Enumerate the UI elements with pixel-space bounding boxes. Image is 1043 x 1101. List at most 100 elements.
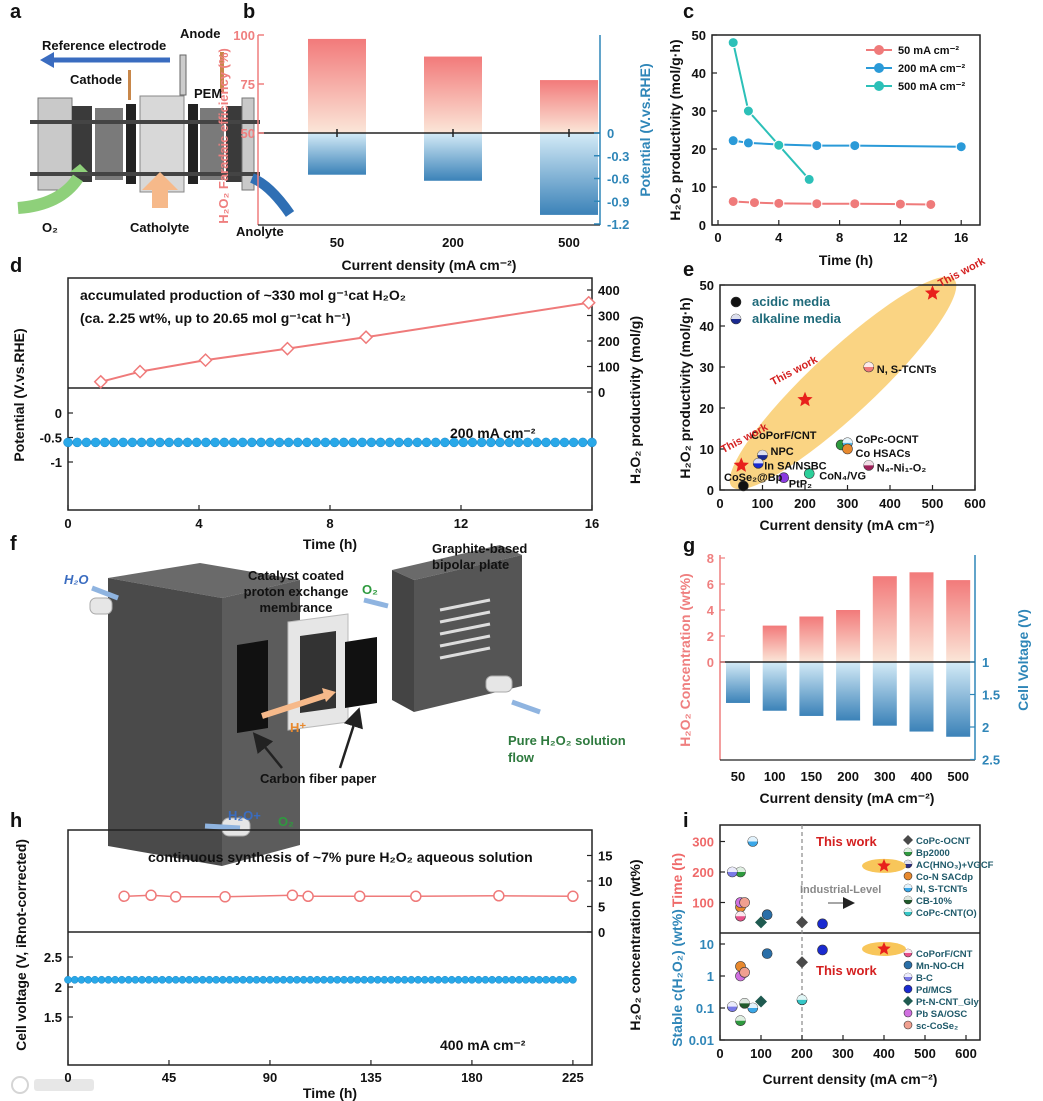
voltage-point — [144, 975, 153, 984]
x-tick-label: 135 — [360, 1070, 382, 1085]
y-tick-label-right: 5 — [598, 900, 605, 915]
x-tick-label: 16 — [585, 516, 599, 531]
label-plate-line2: bipolar plate — [432, 557, 509, 572]
legend-label: 50 mA cm⁻² — [898, 45, 959, 57]
voltage-bar — [762, 662, 787, 711]
x-tick-label: 500 — [947, 769, 969, 784]
concentration-marker — [118, 890, 130, 903]
productivity-marker — [581, 295, 596, 310]
time-point — [735, 866, 746, 878]
time-point — [755, 916, 767, 929]
x-tick-label: 4 — [195, 516, 203, 531]
voltage-bar — [946, 662, 971, 737]
y-tick-label-right: 0 — [607, 126, 614, 141]
potential-point — [100, 437, 110, 448]
x-tick-label: 90 — [263, 1070, 277, 1085]
legend-marker — [730, 313, 742, 325]
anolyte-arrow-icon — [249, 173, 295, 217]
potential-point — [210, 437, 220, 448]
potential-point — [357, 437, 367, 448]
x-tick-label: 0 — [716, 496, 723, 511]
y-tick-label-right: 0 — [598, 385, 605, 400]
y-tick-label-left: 100 — [233, 28, 255, 43]
panel-letter-h: h — [10, 810, 22, 832]
label-catholyte: Catholyte — [130, 220, 189, 235]
potential-point — [403, 437, 413, 448]
point-label: CoN₄/VG — [819, 471, 866, 483]
voltage-point — [118, 975, 126, 984]
graphite-bipolar-plate — [414, 555, 522, 712]
voltage-point — [286, 975, 295, 984]
voltage-point — [481, 975, 490, 984]
y-tick-label-left: -0.5 — [40, 431, 62, 446]
point-label: PtP₂ — [789, 479, 812, 491]
voltage-bar — [726, 662, 750, 703]
voltage-point — [279, 975, 288, 984]
voltage-point — [542, 975, 550, 984]
y-axis-label-top: Time (h) — [669, 853, 685, 907]
potential-point — [219, 437, 230, 448]
potential-bar — [424, 133, 482, 181]
legend-marker — [903, 960, 913, 970]
y-axis-label-left: Cell voltage (V, iRnot-corrected) — [13, 839, 29, 1051]
voltage-point — [178, 975, 187, 984]
point-label: CoPc-OCNT — [856, 434, 919, 446]
concentration-bar — [946, 580, 971, 662]
data-point — [811, 140, 823, 152]
x-tick-label: 12 — [454, 516, 468, 531]
voltage-point — [232, 975, 241, 984]
voltage-point — [394, 975, 402, 984]
legend-label: AC(HNO₃)+VGCF — [916, 860, 994, 871]
voltage-point — [508, 975, 517, 984]
legend-marker — [903, 996, 913, 1006]
plot-frame — [711, 34, 981, 226]
voltage-point — [521, 975, 530, 984]
potential-point — [293, 437, 303, 448]
annotation-text: continuous synthesis of ~7% pure H₂O₂ aq… — [148, 849, 533, 865]
this-work-star — [877, 942, 891, 955]
voltage-point — [313, 975, 321, 984]
voltage-point — [333, 975, 342, 984]
x-tick-label: 400 — [873, 1046, 895, 1061]
legend-marker — [903, 972, 913, 982]
voltage-point — [367, 975, 375, 984]
x-tick-label: 300 — [832, 1046, 854, 1061]
voltage-point — [380, 975, 389, 984]
y-tick-label-left: 0 — [707, 655, 714, 670]
voltage-point — [84, 975, 93, 984]
pointer-arrow-icon — [252, 732, 283, 769]
label-proton: H⁺ — [290, 720, 306, 735]
y-tick-label-right: 10 — [598, 874, 612, 889]
voltage-point — [77, 975, 86, 984]
potential-point — [430, 437, 441, 448]
data-point — [773, 139, 785, 151]
time-point — [726, 866, 738, 878]
legend-marker — [903, 847, 913, 857]
h2o-inflow-arrow-icon — [91, 585, 119, 601]
productivity-marker — [198, 353, 213, 368]
highlight-ellipse — [729, 276, 957, 490]
y-tick-label-right: 1 — [982, 655, 989, 670]
data-point — [727, 195, 739, 207]
potential-point — [339, 437, 349, 448]
potential-point — [394, 437, 404, 448]
label-anode: Anode — [180, 26, 220, 41]
concentration-marker — [169, 891, 182, 903]
condition-label: 200 mA cm⁻² — [450, 425, 536, 441]
annotation-line: accumulated production of ~330 mol g⁻¹ca… — [80, 287, 406, 303]
potential-point — [247, 437, 257, 448]
potential-point — [109, 437, 119, 448]
stability-point — [755, 995, 767, 1008]
productivity-marker — [280, 341, 295, 356]
point-label: In SA/NSBC — [764, 460, 826, 472]
this-work-label: This work — [816, 963, 877, 978]
concentration-bar — [762, 625, 787, 662]
concentration-line — [124, 894, 573, 898]
data-point — [757, 449, 768, 461]
y-axis-label-right: Cell Voltage (V) — [1015, 609, 1031, 711]
voltage-point — [259, 975, 268, 984]
point-label: NPC — [771, 446, 794, 458]
legend-label: CoPc-OCNT — [916, 836, 971, 847]
voltage-point — [562, 975, 571, 984]
data-point — [803, 468, 815, 479]
